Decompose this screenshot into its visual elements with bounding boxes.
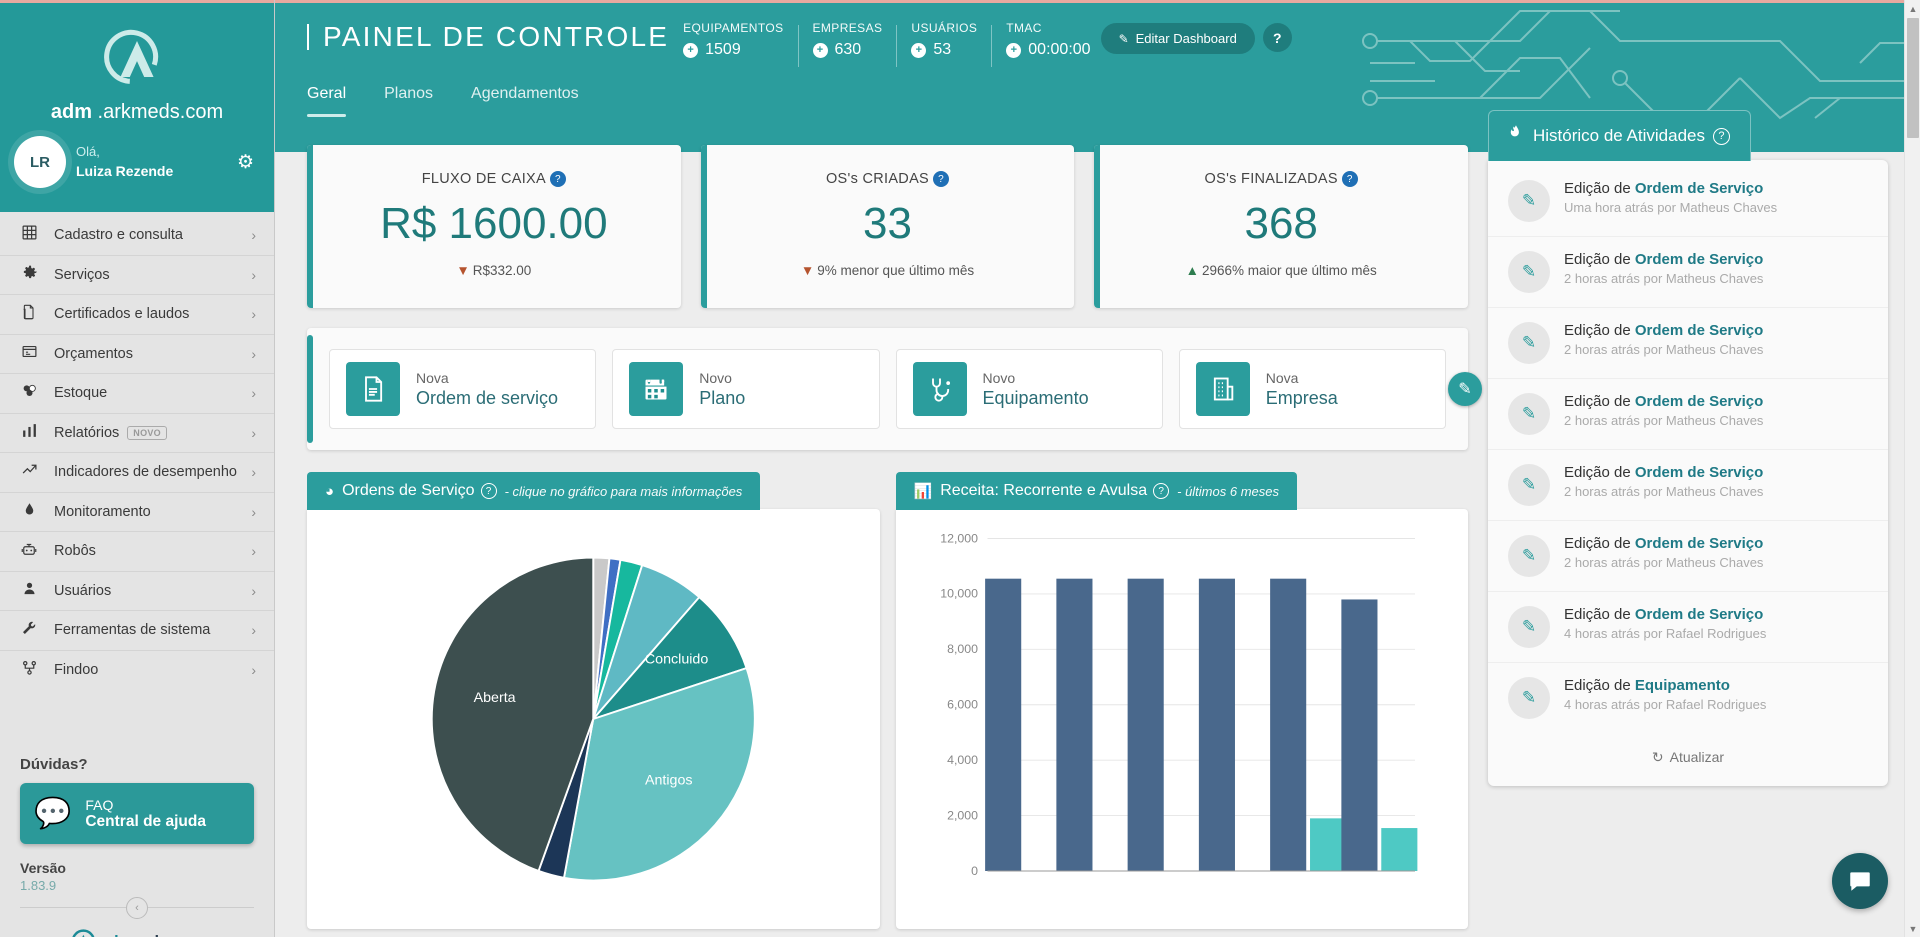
svg-text:4,000: 4,000 (947, 753, 978, 767)
svg-text:2,000: 2,000 (947, 809, 978, 823)
svg-text:10,000: 10,000 (940, 587, 978, 601)
svg-text:0: 0 (971, 864, 978, 878)
svg-text:Concluido: Concluido (645, 652, 708, 668)
svg-text:6,000: 6,000 (947, 698, 978, 712)
svg-text:Aberta: Aberta (474, 690, 516, 706)
svg-text:meds: meds (126, 933, 168, 937)
svg-text:12,000: 12,000 (940, 531, 978, 545)
svg-text:Antigos: Antigos (645, 773, 693, 789)
svg-text:8,000: 8,000 (947, 642, 978, 656)
svg-text:ark: ark (99, 933, 124, 937)
